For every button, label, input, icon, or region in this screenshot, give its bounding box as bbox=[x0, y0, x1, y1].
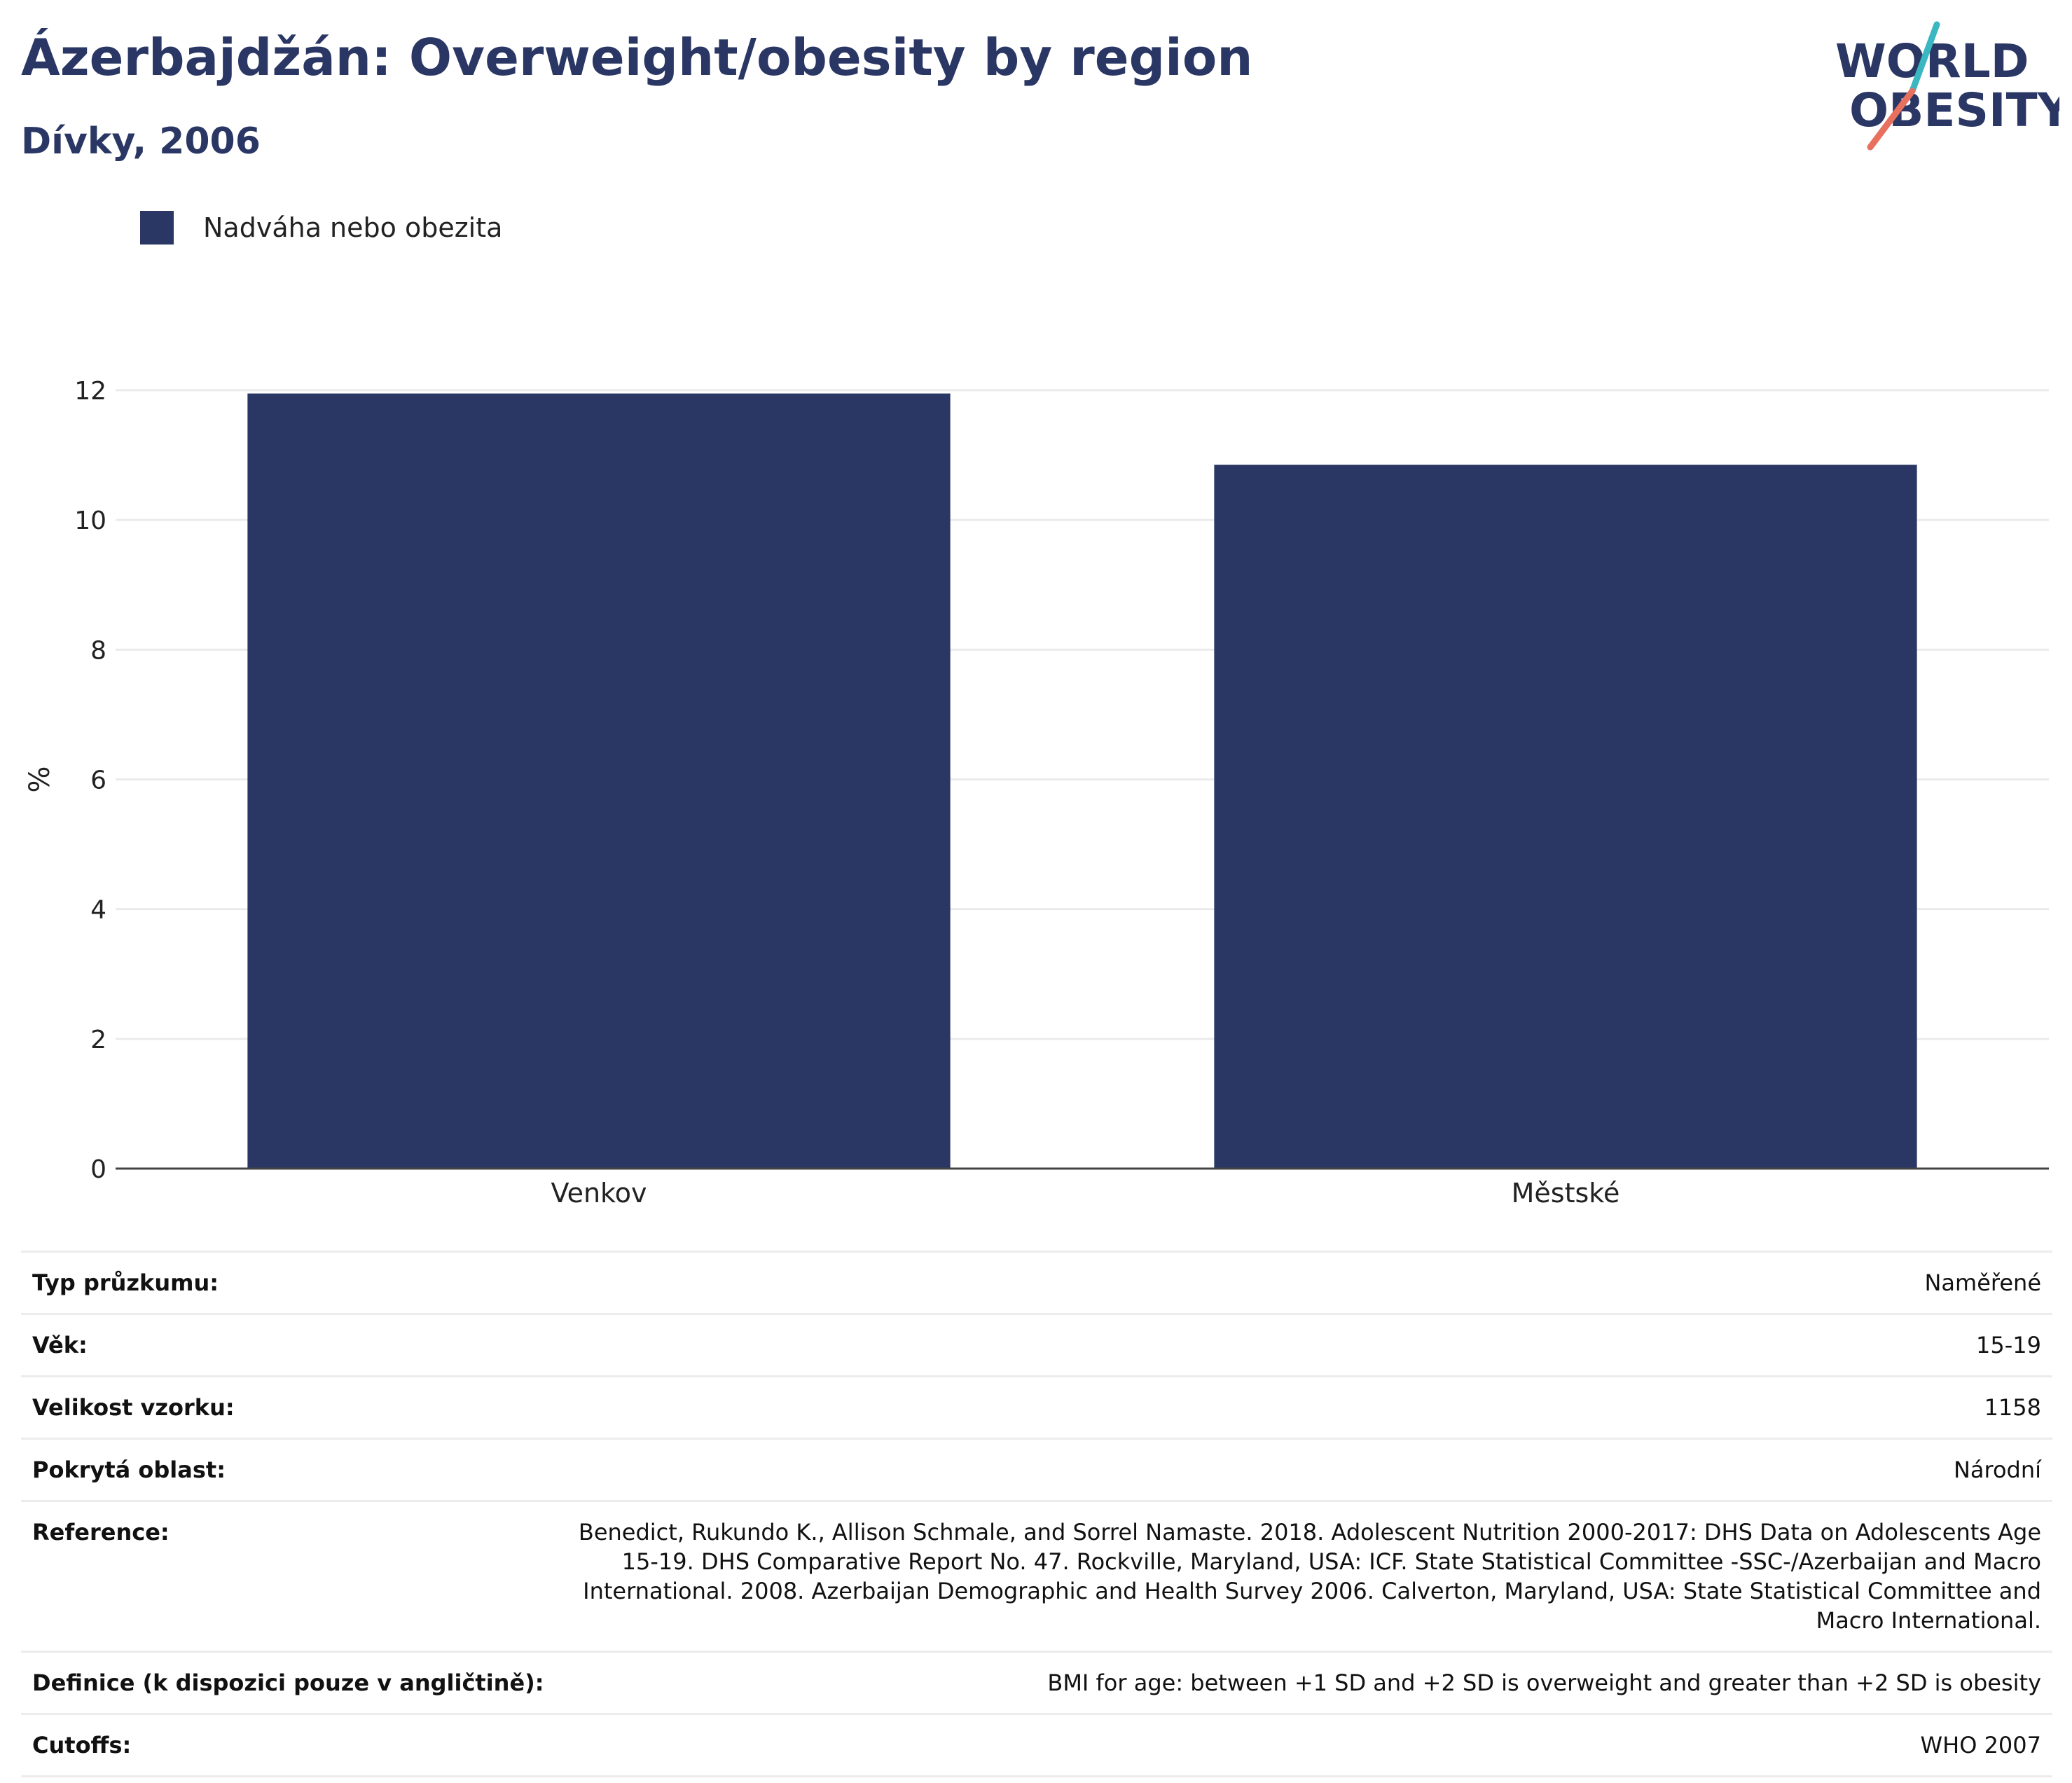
chart-title: Ázerbajdžán: Overweight/obesity by regio… bbox=[21, 28, 1253, 87]
legend-label: Nadváha nebo obezita bbox=[203, 212, 503, 243]
y-tick-label: 8 bbox=[90, 636, 106, 665]
info-value: 1158 bbox=[1984, 1394, 2041, 1421]
info-row: Reference: Benedict, Rukundo K., Allison … bbox=[21, 1501, 2052, 1652]
info-row: Definice (k dispozici pouze v angličtině… bbox=[21, 1651, 2052, 1714]
y-tick-label: 10 bbox=[74, 507, 106, 535]
bar-chart: 0 2 4 6 8 10 12% Venkov Městské bbox=[24, 377, 2049, 1209]
info-row: Věk: 15-19 bbox=[21, 1314, 2052, 1377]
logo-slash-top bbox=[1909, 21, 1940, 95]
info-table: Typ průzkumu: Naměřené Věk: 15-19 Velikost v… bbox=[21, 1251, 2052, 1777]
info-key: Reference: bbox=[32, 1519, 170, 1546]
info-row: Cutoffs: WHO 2007 bbox=[21, 1714, 2052, 1777]
legend: Nadváha nebo obezita bbox=[140, 207, 502, 249]
y-tick-label: 2 bbox=[90, 1026, 106, 1054]
x-category-label: Městské bbox=[1512, 1178, 1620, 1209]
info-key: Věk: bbox=[32, 1332, 88, 1358]
info-key: Cutoffs: bbox=[32, 1732, 132, 1758]
bar bbox=[247, 393, 951, 1169]
bar bbox=[1214, 464, 1917, 1169]
y-axis-title: % bbox=[24, 766, 56, 792]
chart-subtitle: Dívky, 2006 bbox=[21, 121, 261, 163]
info-value: Národní bbox=[1953, 1457, 2041, 1483]
info-key: Typ průzkumu: bbox=[32, 1269, 219, 1296]
logo-slash-bottom bbox=[1867, 88, 1916, 151]
info-value: Naměřené bbox=[1924, 1269, 2041, 1296]
info-row: Velikost vzorku: 1158 bbox=[21, 1376, 2052, 1439]
y-tick-label: 12 bbox=[74, 377, 106, 406]
info-key: Velikost vzorku: bbox=[32, 1394, 235, 1421]
x-category-label: Venkov bbox=[551, 1178, 647, 1209]
legend-swatch bbox=[140, 211, 174, 245]
info-row: Pokrytá oblast: Národní bbox=[21, 1438, 2052, 1501]
info-value: BMI for age: between +1 SD and +2 SD is … bbox=[1047, 1670, 2041, 1696]
y-tick-label: 6 bbox=[90, 766, 106, 795]
info-row: Typ průzkumu: Naměřené bbox=[21, 1251, 2052, 1314]
world-obesity-logo: WORLD OBESITY bbox=[1835, 21, 2059, 151]
y-tick-label: 4 bbox=[90, 896, 106, 925]
info-key: Definice (k dispozici pouze v angličtině… bbox=[32, 1670, 544, 1696]
y-tick-label: 0 bbox=[90, 1155, 106, 1184]
info-value: 15-19 bbox=[1976, 1332, 2041, 1358]
info-value: WHO 2007 bbox=[1920, 1732, 2042, 1758]
info-key: Pokrytá oblast: bbox=[32, 1457, 226, 1483]
info-value: Benedict, Rukundo K., Allison Schmale, a… bbox=[578, 1519, 2041, 1634]
